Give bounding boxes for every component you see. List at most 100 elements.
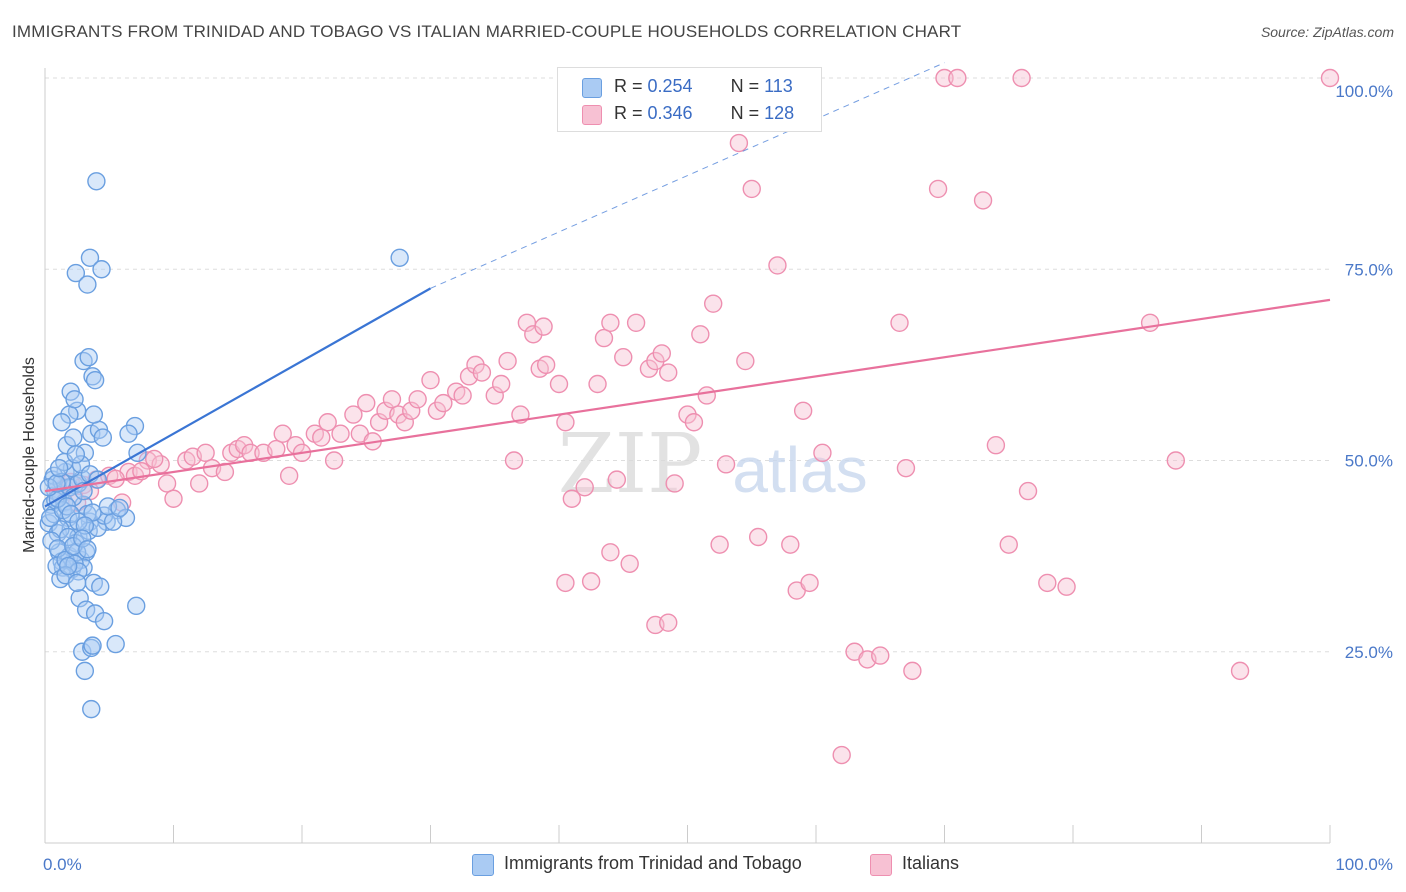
data-point bbox=[318, 413, 337, 432]
data-point bbox=[344, 405, 363, 424]
correlation-legend: R = 0.254 N = 113 R = 0.346 N = 128 bbox=[557, 67, 822, 132]
axes bbox=[44, 68, 1331, 844]
data-point bbox=[58, 556, 78, 576]
legend-r-value: 0.346 bbox=[647, 103, 693, 123]
data-point bbox=[1057, 577, 1076, 596]
data-point bbox=[575, 478, 594, 497]
data-point bbox=[402, 401, 421, 420]
data-point bbox=[903, 661, 922, 681]
source-label: Source: ZipAtlas.com bbox=[1260, 24, 1394, 40]
data-point bbox=[736, 351, 755, 371]
data-point bbox=[684, 413, 704, 432]
data-point bbox=[312, 428, 331, 447]
legend-n-value: 113 bbox=[764, 76, 793, 96]
data-point bbox=[78, 540, 97, 559]
data-point bbox=[1140, 313, 1160, 332]
legend-r-value: 0.254 bbox=[647, 76, 693, 96]
data-point bbox=[536, 355, 556, 375]
chart-title: IMMIGRANTS FROM TRINIDAD AND TOBAGO VS I… bbox=[12, 22, 962, 41]
data-point bbox=[189, 474, 209, 493]
data-point bbox=[93, 428, 113, 447]
legend-n-label: N = bbox=[730, 76, 765, 96]
data-point bbox=[98, 497, 118, 516]
data-point bbox=[84, 405, 104, 424]
data-point bbox=[66, 263, 86, 283]
data-point bbox=[70, 589, 89, 608]
data-point bbox=[986, 436, 1006, 455]
data-point bbox=[781, 535, 800, 554]
data-point bbox=[110, 498, 129, 518]
data-point bbox=[331, 424, 350, 443]
data-point bbox=[652, 344, 671, 363]
data-point bbox=[80, 248, 100, 267]
data-point bbox=[659, 363, 678, 382]
data-point bbox=[562, 489, 582, 508]
data-point bbox=[75, 661, 95, 681]
bottom-legend-swatch-pink bbox=[870, 854, 892, 876]
data-point bbox=[793, 401, 813, 420]
data-point bbox=[768, 256, 787, 275]
trend-line-trinidad-tobago-extension bbox=[430, 62, 945, 289]
data-point bbox=[94, 611, 114, 631]
y-tick-label: 50.0% bbox=[1345, 452, 1393, 471]
data-point bbox=[324, 451, 344, 470]
data-point bbox=[52, 413, 71, 432]
data-point bbox=[665, 474, 684, 493]
data-point bbox=[491, 374, 511, 394]
series-italians bbox=[48, 68, 1340, 765]
data-point bbox=[408, 390, 427, 409]
watermark-zip: ZIP bbox=[558, 417, 703, 512]
data-point bbox=[61, 504, 80, 524]
data-point bbox=[83, 636, 102, 655]
data-point bbox=[82, 699, 101, 719]
x-tick-label: 100.0% bbox=[1335, 855, 1393, 874]
data-point bbox=[601, 313, 620, 332]
data-point bbox=[973, 191, 993, 210]
data-point bbox=[390, 248, 409, 267]
data-point bbox=[472, 363, 492, 382]
data-point bbox=[395, 413, 414, 432]
trend-line-trinidad-tobago bbox=[44, 287, 432, 508]
data-point bbox=[78, 275, 97, 294]
data-point bbox=[601, 543, 620, 562]
data-point bbox=[157, 474, 177, 493]
y-tick-label: 25.0% bbox=[1345, 643, 1393, 662]
data-point bbox=[935, 68, 954, 88]
data-point bbox=[1166, 451, 1186, 470]
data-point bbox=[1012, 68, 1031, 88]
data-point bbox=[697, 386, 716, 405]
trend-line-italians bbox=[44, 298, 1331, 493]
data-point bbox=[1018, 481, 1038, 501]
data-point bbox=[999, 535, 1018, 554]
data-point bbox=[127, 596, 146, 616]
data-point bbox=[498, 351, 517, 371]
data-point bbox=[119, 424, 138, 443]
data-point bbox=[85, 370, 105, 390]
data-point bbox=[453, 386, 472, 405]
tick-labels: 25.0% 50.0% 75.0% 100.0% 0.0% 100.0% bbox=[43, 82, 1393, 874]
data-point bbox=[1038, 573, 1057, 593]
data-point bbox=[890, 313, 909, 332]
watermark-atlas: atlas bbox=[732, 434, 867, 506]
data-point bbox=[534, 317, 553, 336]
data-point bbox=[581, 572, 601, 591]
data-point bbox=[659, 613, 678, 632]
legend-swatch-blue bbox=[582, 78, 602, 98]
data-point bbox=[369, 413, 389, 432]
data-point bbox=[704, 294, 723, 313]
data-point bbox=[691, 325, 710, 344]
data-point bbox=[49, 458, 69, 478]
y-tick-label: 75.0% bbox=[1345, 260, 1393, 279]
data-point bbox=[273, 424, 292, 443]
legend-n-value: 128 bbox=[764, 103, 795, 123]
data-point bbox=[556, 573, 575, 593]
data-point bbox=[94, 506, 114, 525]
data-point bbox=[357, 393, 376, 413]
data-point bbox=[64, 428, 83, 447]
data-point bbox=[813, 443, 832, 463]
data-point bbox=[76, 600, 96, 619]
data-point bbox=[626, 313, 646, 332]
y-tick-label: 100.0% bbox=[1335, 82, 1393, 101]
bottom-legend-label: Immigrants from Trinidad and Tobago bbox=[504, 853, 802, 873]
grid bbox=[45, 77, 1330, 653]
